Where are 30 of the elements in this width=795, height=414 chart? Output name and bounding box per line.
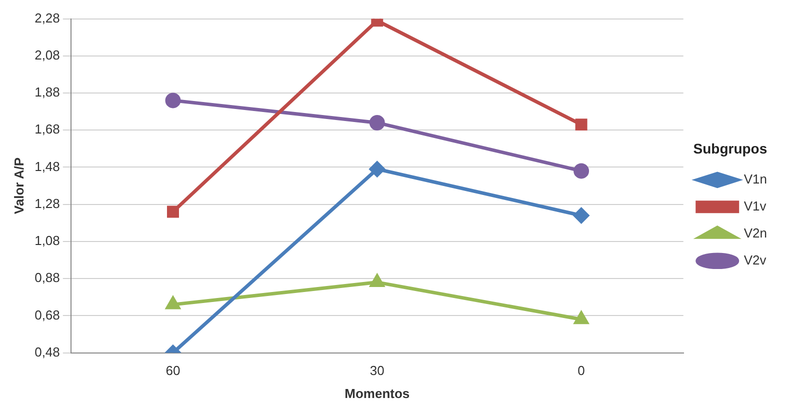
y-tick-label: 0,68 xyxy=(34,307,60,322)
point xyxy=(166,206,179,218)
point xyxy=(369,114,385,130)
legend-label: V1v xyxy=(744,198,767,214)
point xyxy=(575,118,588,131)
y-axis-title: Valor A/P xyxy=(11,157,26,214)
y-tick-label: 1,28 xyxy=(34,196,60,211)
legend-label: V2n xyxy=(744,225,768,240)
point xyxy=(370,274,384,288)
x-tick-label: 60 xyxy=(166,363,180,378)
y-tick-label: 1,88 xyxy=(34,84,60,100)
point xyxy=(369,161,385,177)
legend-title: Subgrupos xyxy=(693,140,768,156)
point xyxy=(166,296,180,310)
point xyxy=(574,208,590,224)
point xyxy=(574,163,590,179)
x-tick-label: 30 xyxy=(370,363,384,378)
y-tick-label: 2,28 xyxy=(34,10,60,26)
legend-label: V1n xyxy=(744,171,768,186)
y-tick-label: 0,88 xyxy=(34,270,60,286)
point xyxy=(165,92,181,108)
y-tick-label: 1,48 xyxy=(34,158,60,174)
y-tick-label: 2,08 xyxy=(34,47,60,62)
y-tick-label: 1,68 xyxy=(34,122,60,137)
y-tick-label: 1,08 xyxy=(34,233,60,248)
legend-label: V2v xyxy=(744,252,767,268)
x-axis-title: Momentos xyxy=(344,386,410,401)
y-tick-label: 0,48 xyxy=(34,344,60,360)
x-tick-label: 0 xyxy=(578,363,585,378)
point xyxy=(574,312,588,324)
